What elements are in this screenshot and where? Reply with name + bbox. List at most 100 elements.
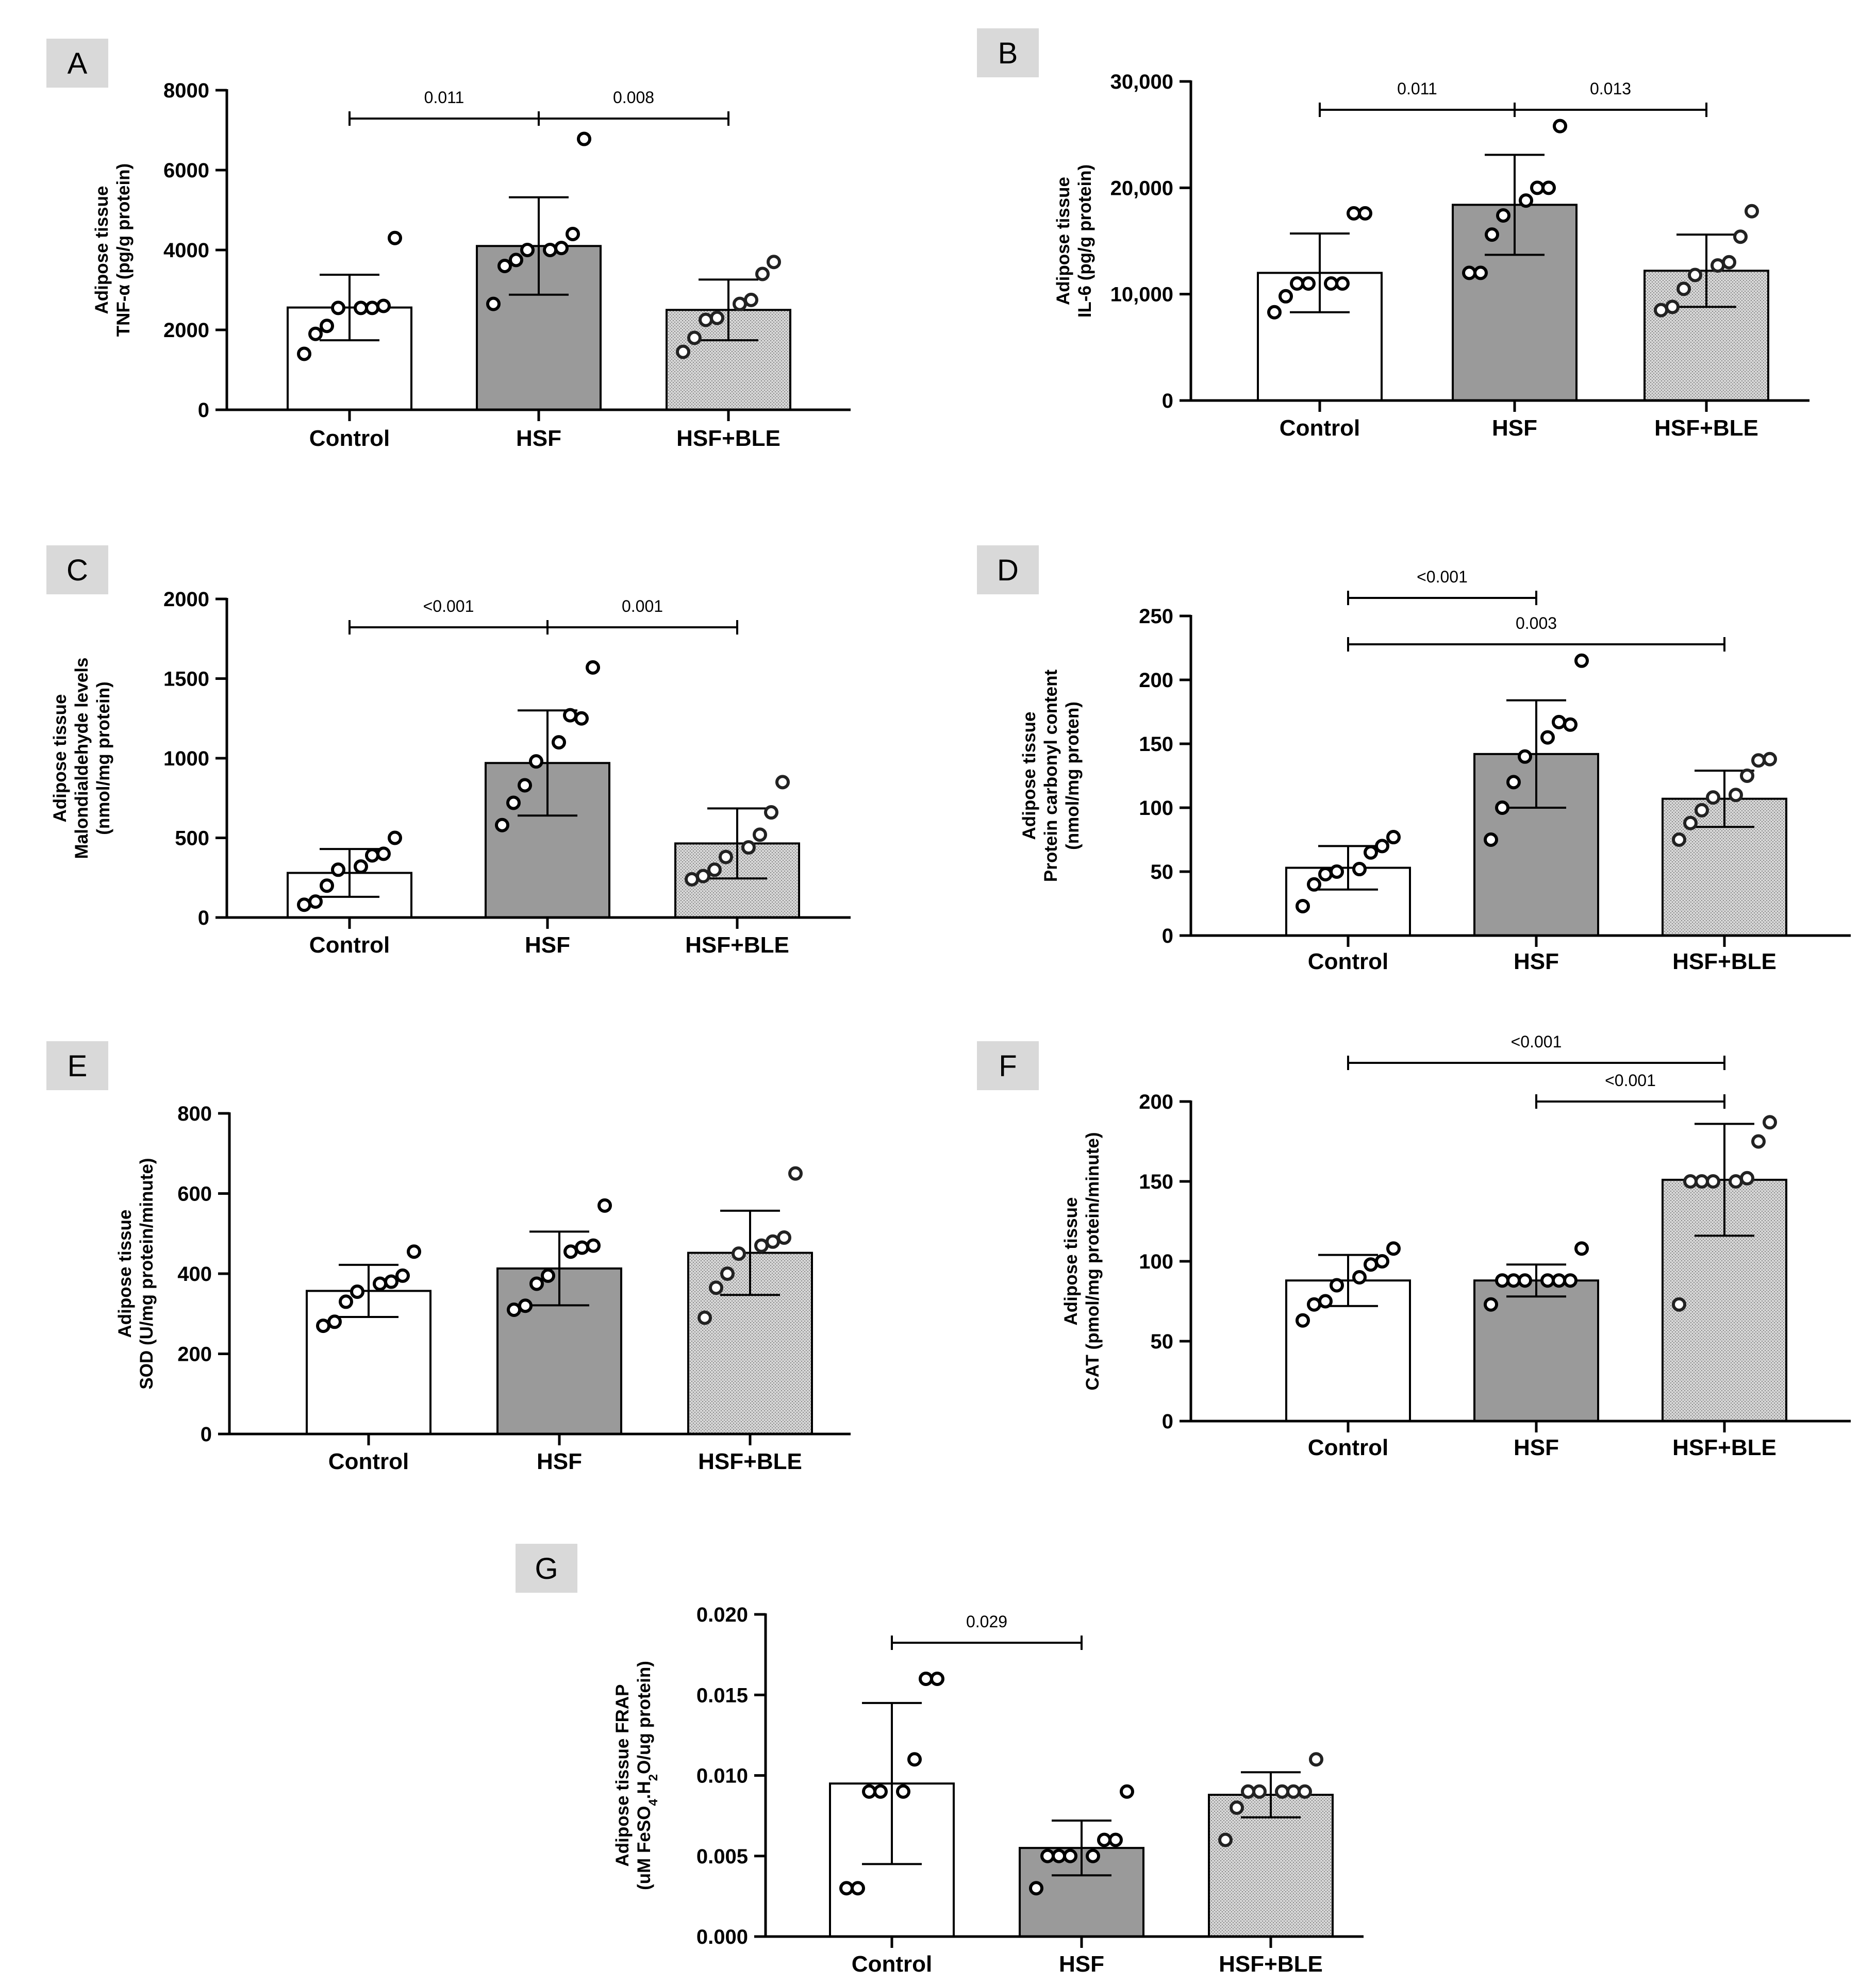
data-point — [919, 1672, 933, 1686]
data-point — [1086, 1848, 1100, 1863]
data-point — [720, 1266, 735, 1281]
data-point — [1552, 1273, 1566, 1288]
y-tick-label: 0 — [198, 907, 209, 929]
data-point — [1063, 1848, 1077, 1863]
data-point — [1496, 208, 1510, 223]
data-point — [350, 1284, 364, 1299]
data-point — [529, 754, 543, 769]
y-axis-title: (uM FeSO4.H2O/ug protein) — [634, 1661, 660, 1890]
data-point — [1541, 180, 1556, 195]
data-point — [518, 1298, 533, 1313]
x-tick-label: HSF+BLE — [698, 1449, 802, 1474]
p-value-label: 0.011 — [424, 88, 464, 107]
data-point — [696, 869, 710, 883]
panel-letter: A — [68, 47, 88, 80]
data-point — [407, 1244, 421, 1259]
data-point — [1386, 830, 1401, 845]
p-value-label: 0.001 — [622, 597, 663, 615]
data-point — [1672, 832, 1686, 847]
data-point — [1241, 1784, 1255, 1799]
data-point — [1722, 255, 1736, 270]
panel-letter: G — [535, 1552, 558, 1586]
data-point — [376, 846, 391, 861]
data-point — [1462, 265, 1476, 280]
data-point — [1120, 1784, 1134, 1799]
data-point — [563, 708, 577, 723]
x-tick-label: Control — [852, 1951, 932, 1977]
y-tick-label: 2000 — [163, 588, 209, 611]
data-point — [1386, 1241, 1401, 1256]
data-point — [1330, 864, 1344, 879]
data-point — [365, 301, 379, 315]
data-point — [1745, 204, 1759, 219]
data-point — [1740, 1171, 1754, 1186]
data-point — [1029, 1881, 1043, 1896]
y-tick-label: 6000 — [163, 159, 209, 182]
chart-panel-C: C 0 500 1000 1500 2000 Control HSF HSF+BLE Adipos… — [46, 545, 851, 958]
y-axis-title: Adipose tissue — [50, 694, 70, 823]
data-point — [331, 862, 345, 877]
x-tick-label: HSF — [1514, 949, 1559, 974]
data-point — [1530, 180, 1545, 195]
data-point — [486, 296, 501, 311]
y-tick-label: 30,000 — [1110, 71, 1173, 93]
x-tick-label: HSF — [525, 932, 570, 958]
x-tick-label: HSF+BLE — [685, 932, 789, 958]
data-point — [354, 859, 368, 874]
data-point — [320, 878, 334, 893]
data-point — [1553, 119, 1567, 134]
bar-hsf-ble — [1208, 1794, 1334, 1938]
data-point — [1335, 276, 1350, 291]
data-point — [1740, 769, 1754, 783]
data-point — [1324, 276, 1338, 291]
y-tick-label: 250 — [1139, 605, 1173, 628]
data-point — [1485, 227, 1499, 242]
data-point — [1733, 229, 1748, 244]
x-tick-label: HSF — [1059, 1951, 1104, 1977]
data-point — [1473, 265, 1488, 280]
data-point — [698, 1310, 712, 1325]
x-tick-label: HSF+BLE — [1219, 1951, 1323, 1977]
data-point — [1706, 790, 1720, 805]
data-point — [1688, 268, 1702, 282]
panel-badge — [46, 1041, 108, 1090]
data-point — [543, 243, 557, 257]
data-point — [1307, 1297, 1321, 1312]
data-point — [1279, 289, 1293, 304]
data-point — [1230, 1800, 1244, 1815]
data-point — [373, 1276, 387, 1291]
data-point — [1330, 1278, 1344, 1293]
data-point — [1695, 803, 1709, 818]
y-tick-label: 0 — [198, 399, 209, 422]
data-point — [733, 296, 747, 311]
data-point — [1729, 788, 1743, 803]
data-point — [495, 818, 509, 832]
data-point — [316, 1319, 330, 1333]
data-point — [384, 1274, 399, 1289]
y-tick-label: 20,000 — [1110, 177, 1173, 199]
data-point — [1358, 206, 1372, 221]
y-axis-title: Adipose tissue — [92, 186, 112, 314]
data-point — [577, 131, 591, 146]
y-tick-label: 50 — [1151, 1330, 1174, 1353]
data-point — [1695, 1174, 1709, 1189]
data-point — [1307, 877, 1321, 892]
x-tick-label: Control — [309, 426, 390, 451]
subscript: 2 — [646, 1774, 660, 1781]
y-axis-title: Adipose tissue — [115, 1210, 135, 1338]
data-point — [1296, 898, 1310, 913]
data-point — [1495, 1273, 1509, 1288]
data-point — [327, 1314, 342, 1329]
x-tick-label: Control — [1280, 415, 1360, 441]
data-point — [1495, 800, 1509, 815]
y-tick-label: 1500 — [163, 668, 209, 691]
data-point — [1574, 1241, 1589, 1256]
y-tick-label: 1000 — [163, 747, 209, 770]
data-point — [732, 1246, 746, 1261]
data-point — [1309, 1752, 1323, 1767]
data-point — [1683, 1174, 1698, 1189]
data-point — [707, 862, 722, 877]
chart-panel-A: A 0 2000 4000 6000 8000 Control HSF HSF+BLE Adipo… — [46, 39, 851, 451]
chart-panel-E: E 0 200 400 600 800 Control HSF HSF+BLE Adipose t… — [46, 1041, 851, 1474]
